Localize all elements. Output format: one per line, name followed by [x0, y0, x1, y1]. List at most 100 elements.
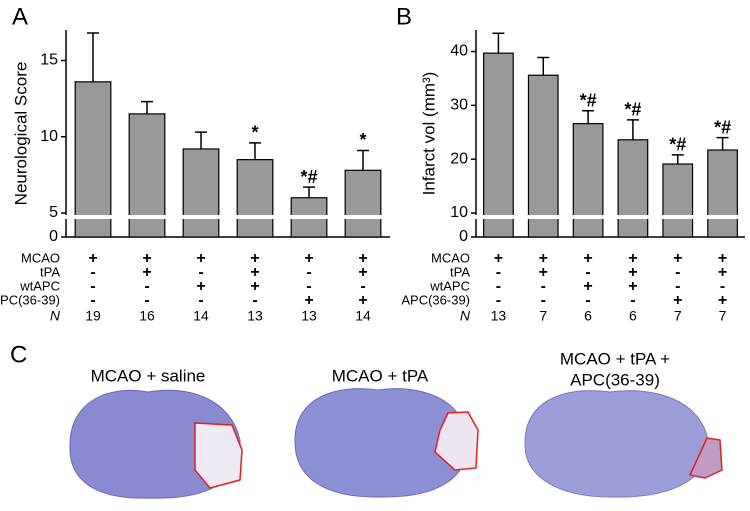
condition-value: +: [718, 250, 727, 267]
condition-value: -: [496, 292, 501, 309]
axis-break: [60, 215, 392, 219]
axis-break: [470, 215, 747, 219]
error-bar: [195, 131, 207, 149]
n-value: 13: [301, 308, 317, 324]
condition-value: +: [88, 250, 97, 267]
significance-label: *#: [714, 117, 731, 137]
error-bar: [537, 56, 550, 76]
condition-value: -: [720, 278, 725, 295]
n-value: 13: [247, 308, 263, 324]
n-value: 6: [584, 308, 592, 324]
significance-label: *#: [624, 100, 641, 120]
condition-value: +: [304, 250, 313, 267]
condition-value: +: [583, 278, 592, 295]
condition-name: tPA: [40, 264, 60, 279]
condition-value: -: [90, 264, 95, 281]
condition-value: -: [90, 278, 95, 295]
condition-name: wtAPC: [19, 278, 60, 293]
condition-value: -: [630, 292, 635, 309]
condition-value: +: [494, 250, 503, 267]
condition-value: +: [628, 264, 637, 281]
condition-value: +: [718, 264, 727, 281]
y-tick-label: 10: [450, 204, 468, 221]
panel-label: C: [10, 341, 27, 368]
condition-name: wtAPC: [429, 278, 470, 293]
condition-value: +: [673, 292, 682, 309]
condition-value: -: [496, 278, 501, 295]
n-value: 19: [85, 308, 101, 324]
condition-value: +: [718, 292, 727, 309]
condition-value: -: [675, 264, 680, 281]
condition-name: MCAO: [21, 250, 60, 265]
error-bar: [671, 154, 684, 165]
significance-label: *#: [580, 90, 597, 110]
y-tick-label: 0: [49, 228, 58, 245]
panel-label: B: [396, 3, 412, 30]
error-bar: [357, 149, 369, 171]
panel-label: A: [12, 3, 28, 30]
n-value: 16: [139, 308, 155, 324]
condition-value: +: [250, 250, 259, 267]
condition-value: -: [541, 292, 546, 309]
significance-label: *#: [300, 167, 317, 187]
brain-section: [524, 390, 709, 498]
condition-value: +: [673, 250, 682, 267]
bar: [572, 123, 604, 238]
condition-value: +: [358, 250, 367, 267]
y-tick-label: 15: [40, 52, 58, 69]
n-value: 7: [674, 308, 682, 324]
condition-value: +: [250, 278, 259, 295]
y-axis-label: Neurological Score: [11, 62, 30, 206]
condition-value: -: [252, 292, 257, 309]
y-tick-label: 5: [49, 204, 58, 221]
significance-label: *: [251, 123, 258, 143]
section-title: MCAO + saline: [91, 366, 206, 385]
y-tick-label: 0: [459, 228, 468, 245]
condition-value: -: [306, 264, 311, 281]
bar: [707, 149, 738, 238]
y-axis-label: Infarct vol (mm³): [419, 72, 438, 196]
condition-value: +: [358, 264, 367, 281]
significance-label: *: [359, 130, 366, 150]
condition-value: +: [142, 264, 151, 281]
condition-value: +: [304, 292, 313, 309]
n-value: 6: [629, 308, 637, 324]
n-label: N: [460, 308, 471, 324]
error-bar: [87, 32, 99, 82]
bar: [182, 148, 220, 238]
n-value: 14: [355, 308, 371, 324]
n-label: N: [50, 308, 61, 324]
bar: [483, 52, 514, 238]
bar: [74, 81, 112, 238]
error-bar: [716, 136, 729, 151]
error-bar: [582, 109, 595, 124]
error-bar: [249, 142, 261, 160]
brain-sections: [69, 388, 723, 499]
section-title: MCAO + tPA +: [560, 349, 670, 368]
error-bar: [141, 100, 153, 114]
n-value: 13: [491, 308, 507, 324]
condition-value: -: [675, 278, 680, 295]
condition-name: APC(36-39): [0, 292, 60, 307]
condition-value: -: [585, 264, 590, 281]
condition-value: +: [539, 264, 548, 281]
condition-value: +: [583, 250, 592, 267]
condition-value: +: [196, 250, 205, 267]
bar: [527, 74, 559, 238]
condition-value: +: [142, 250, 151, 267]
condition-value: -: [198, 264, 203, 281]
n-value: 14: [193, 308, 209, 324]
infarct-outline: [194, 422, 243, 489]
condition-value: +: [628, 250, 637, 267]
y-tick-label: 10: [40, 128, 58, 145]
condition-value: -: [541, 278, 546, 295]
condition-value: -: [144, 278, 149, 295]
condition-value: -: [198, 292, 203, 309]
condition-name: APC(36-39): [401, 292, 470, 307]
condition-value: +: [250, 264, 259, 281]
section-title: APC(36-39): [570, 370, 660, 389]
y-tick-label: 30: [450, 97, 468, 114]
condition-name: MCAO: [431, 250, 470, 265]
bar: [236, 159, 274, 238]
infarct-outline: [688, 437, 723, 479]
